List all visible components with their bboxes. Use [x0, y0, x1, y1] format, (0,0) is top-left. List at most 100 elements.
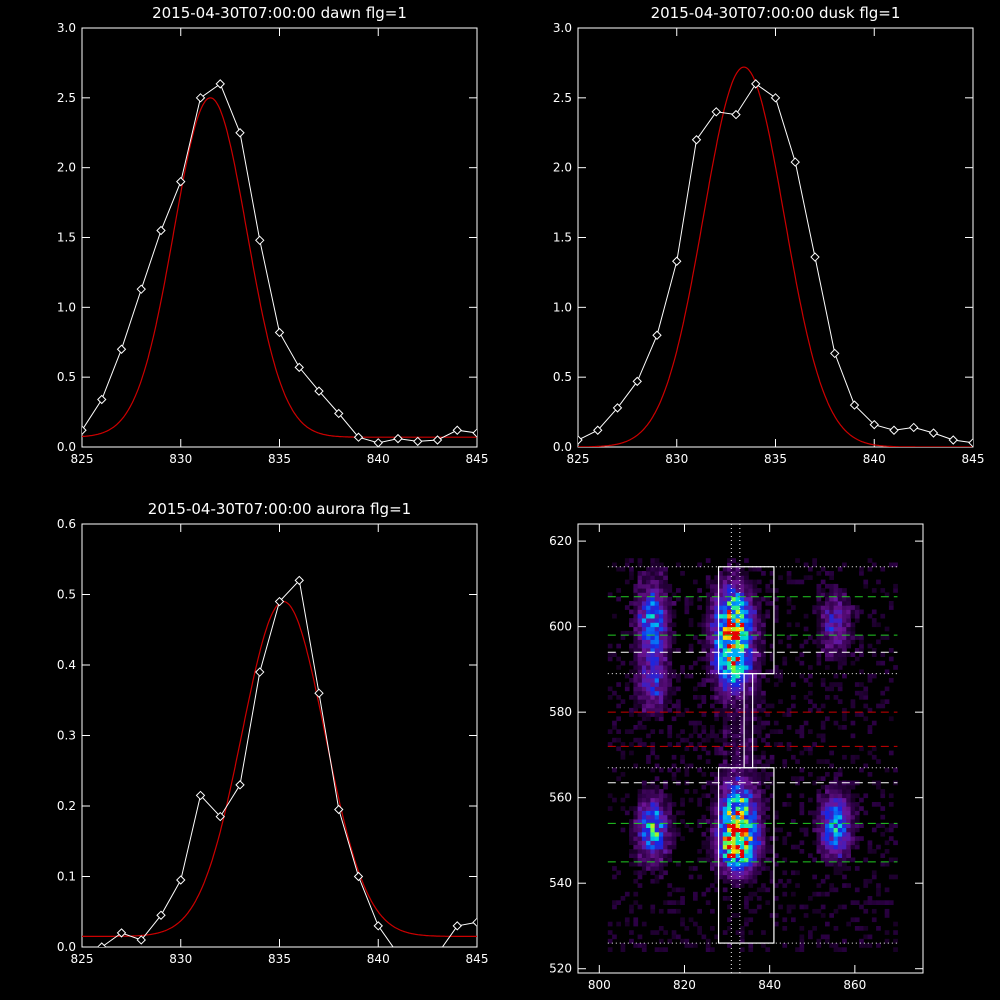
heatmap-cell: [752, 746, 758, 752]
heatmap-cell: [820, 797, 826, 803]
heatmap-cell: [867, 729, 873, 734]
heatmap-cell: [867, 896, 873, 901]
heatmap-cell: [714, 716, 719, 722]
heatmap-cell: [727, 857, 732, 863]
heatmap-cell: [850, 703, 856, 709]
heatmap-cell: [705, 652, 711, 657]
heatmap-cell: [731, 558, 736, 563]
data-point: [176, 176, 186, 187]
heatmap-cell: [820, 934, 826, 940]
heatmap-cell: [748, 840, 754, 846]
heatmap-cell: [710, 665, 715, 670]
heatmap-cell: [727, 562, 732, 568]
heatmap-cell: [667, 699, 673, 704]
heatmap-cell: [718, 592, 724, 598]
heatmap-cell: [842, 857, 847, 863]
heatmap-cell: [820, 613, 826, 619]
heatmap-cell: [752, 665, 758, 670]
heatmap-cell: [633, 592, 639, 598]
y-tick-label: 580: [549, 705, 572, 719]
heatmap-cell: [654, 686, 660, 692]
heatmap-cell: [705, 806, 711, 811]
heatmap-cell: [633, 844, 639, 850]
heatmap-cell: [799, 947, 805, 952]
heatmap-cell: [820, 635, 826, 640]
heatmap-cell: [752, 776, 758, 781]
heatmap-cell: [641, 609, 647, 615]
heatmap-cell: [714, 797, 719, 803]
heatmap-cell: [722, 793, 728, 799]
heatmap-cell: [714, 682, 719, 687]
heatmap-cell: [761, 596, 766, 602]
heatmap-cell: [756, 857, 762, 863]
heatmap-cell: [633, 656, 639, 662]
heatmap-cell: [842, 596, 847, 602]
heatmap-cell: [816, 943, 822, 948]
heatmap-cell: [646, 853, 651, 858]
heatmap-cell: [893, 930, 898, 935]
heatmap-cell: [773, 729, 779, 734]
heatmap-cell: [620, 947, 626, 952]
heatmap-cell: [820, 703, 826, 709]
heatmap-cell: [748, 823, 754, 828]
heatmap-cell: [641, 677, 647, 683]
heatmap-cell: [739, 716, 745, 722]
heatmap-cell: [684, 737, 690, 743]
heatmap-cell: [718, 844, 724, 850]
heatmap-cell: [676, 861, 681, 867]
heatmap-cell: [714, 934, 719, 940]
heatmap-cell: [718, 579, 724, 585]
heatmap-cell: [633, 695, 639, 700]
heatmap-cell: [765, 857, 771, 863]
heatmap-cell: [714, 707, 719, 713]
heatmap-cell: [812, 814, 817, 820]
heatmap-cell: [850, 823, 856, 828]
heatmap-cell: [667, 630, 673, 636]
heatmap-cell: [658, 729, 664, 734]
heatmap-cell: [624, 579, 630, 585]
heatmap-cell: [833, 583, 839, 589]
heatmap-cell: [663, 571, 668, 576]
heatmap-cell: [731, 695, 736, 700]
heatmap-cell: [658, 673, 664, 679]
heatmap-cell: [637, 639, 643, 645]
heatmap-cell: [748, 618, 754, 623]
heatmap-cell: [739, 819, 745, 824]
data-point: [274, 596, 285, 607]
heatmap-cell: [744, 588, 749, 593]
heatmap-cell: [663, 643, 668, 649]
heatmap-cell: [693, 635, 698, 640]
heatmap-cell: [884, 913, 890, 918]
heatmap-cell: [752, 729, 758, 734]
heatmap-cell: [808, 729, 813, 734]
heatmap-cell: [748, 776, 754, 781]
heatmap-cell: [705, 583, 711, 589]
heatmap-cell: [837, 814, 843, 820]
heatmap-cell: [744, 917, 749, 923]
heatmap-cell: [825, 844, 830, 850]
heatmap-cell: [799, 934, 805, 940]
heatmap-cell: [633, 686, 639, 692]
heatmap-cell: [667, 836, 673, 841]
heatmap-cell: [808, 566, 813, 572]
heatmap-cell: [803, 613, 809, 619]
heatmap-cell: [658, 656, 664, 662]
heatmap-cell: [739, 699, 745, 704]
heatmap-cell: [697, 797, 702, 803]
heatmap-cell: [688, 665, 694, 670]
heatmap-cell: [641, 575, 647, 580]
heatmap-cell: [769, 656, 775, 662]
heatmap-cell: [680, 802, 685, 807]
heatmap-cell: [637, 819, 643, 824]
heatmap-cell: [748, 648, 754, 653]
heatmap-cell: [718, 665, 724, 670]
heatmap-cell: [833, 639, 839, 645]
heatmap-cell: [748, 596, 754, 602]
heatmap-cell: [748, 737, 754, 743]
heatmap-cell: [748, 891, 754, 897]
heatmap-cell: [782, 763, 788, 769]
heatmap-cell: [842, 626, 847, 632]
heatmap-cell: [744, 840, 749, 846]
heatmap-cell: [714, 626, 719, 632]
heatmap-cell: [799, 643, 805, 649]
